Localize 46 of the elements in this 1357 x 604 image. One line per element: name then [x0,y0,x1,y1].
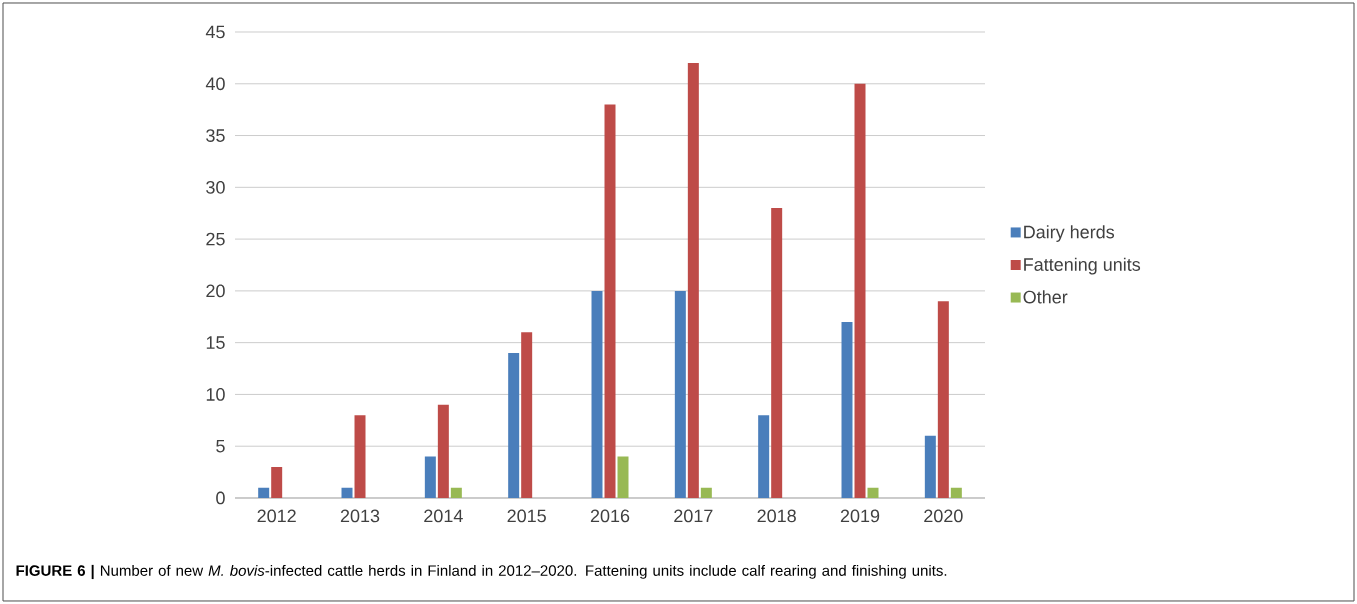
y-tick-label: 35 [206,129,225,142]
x-tick-label: 2017 [674,509,713,523]
y-tick-label: 45 [205,25,225,39]
bar [424,456,436,498]
bar [604,104,616,498]
bar [867,487,879,498]
legend-label: Other [1023,290,1068,304]
x-tick-label: 2016 [590,509,630,523]
bar [591,290,603,498]
x-tick-label: 2020 [924,509,963,523]
x-tick-label: 2014 [424,509,463,523]
y-tick-label: 30 [206,180,225,194]
bar [674,290,686,498]
bar [687,63,699,498]
bar [950,487,962,498]
bar [271,466,283,498]
bar [258,487,270,498]
bar [450,487,462,498]
y-tick-label: 25 [206,232,225,246]
bar [937,301,949,498]
text: FIGURE 6 | Number of new M. bovis-infected cattle herds in Finland in 2012–2020. Fattening units include calf rearing and finishing units. [16,564,947,580]
y-tick-label: 0 [216,491,225,505]
x-tick-label: 2015 [507,509,546,523]
y-tick-label: 20 [206,284,225,298]
bar [617,456,629,498]
bar [508,353,520,498]
legend-label: Dairy herds [1024,225,1115,242]
x-tick-label: 2013 [340,509,380,523]
bar [700,487,712,498]
bar [521,332,533,498]
bar [854,83,866,498]
y-tick-label: 5 [216,439,225,453]
x-tick-label: 2012 [257,509,296,523]
bar [771,208,783,498]
bar [341,487,353,498]
x-tick-label: 2018 [757,509,796,523]
y-tick-label: 15 [206,336,225,349]
bar [354,415,366,498]
y-tick-label: 40 [205,77,225,91]
bar [758,415,770,498]
legend-label: Fattening units [1024,257,1141,275]
bar [841,321,853,498]
x-tick-label: 2019 [840,509,880,523]
y-tick-label: 10 [206,388,225,401]
bar [437,404,449,498]
bar [924,435,936,498]
